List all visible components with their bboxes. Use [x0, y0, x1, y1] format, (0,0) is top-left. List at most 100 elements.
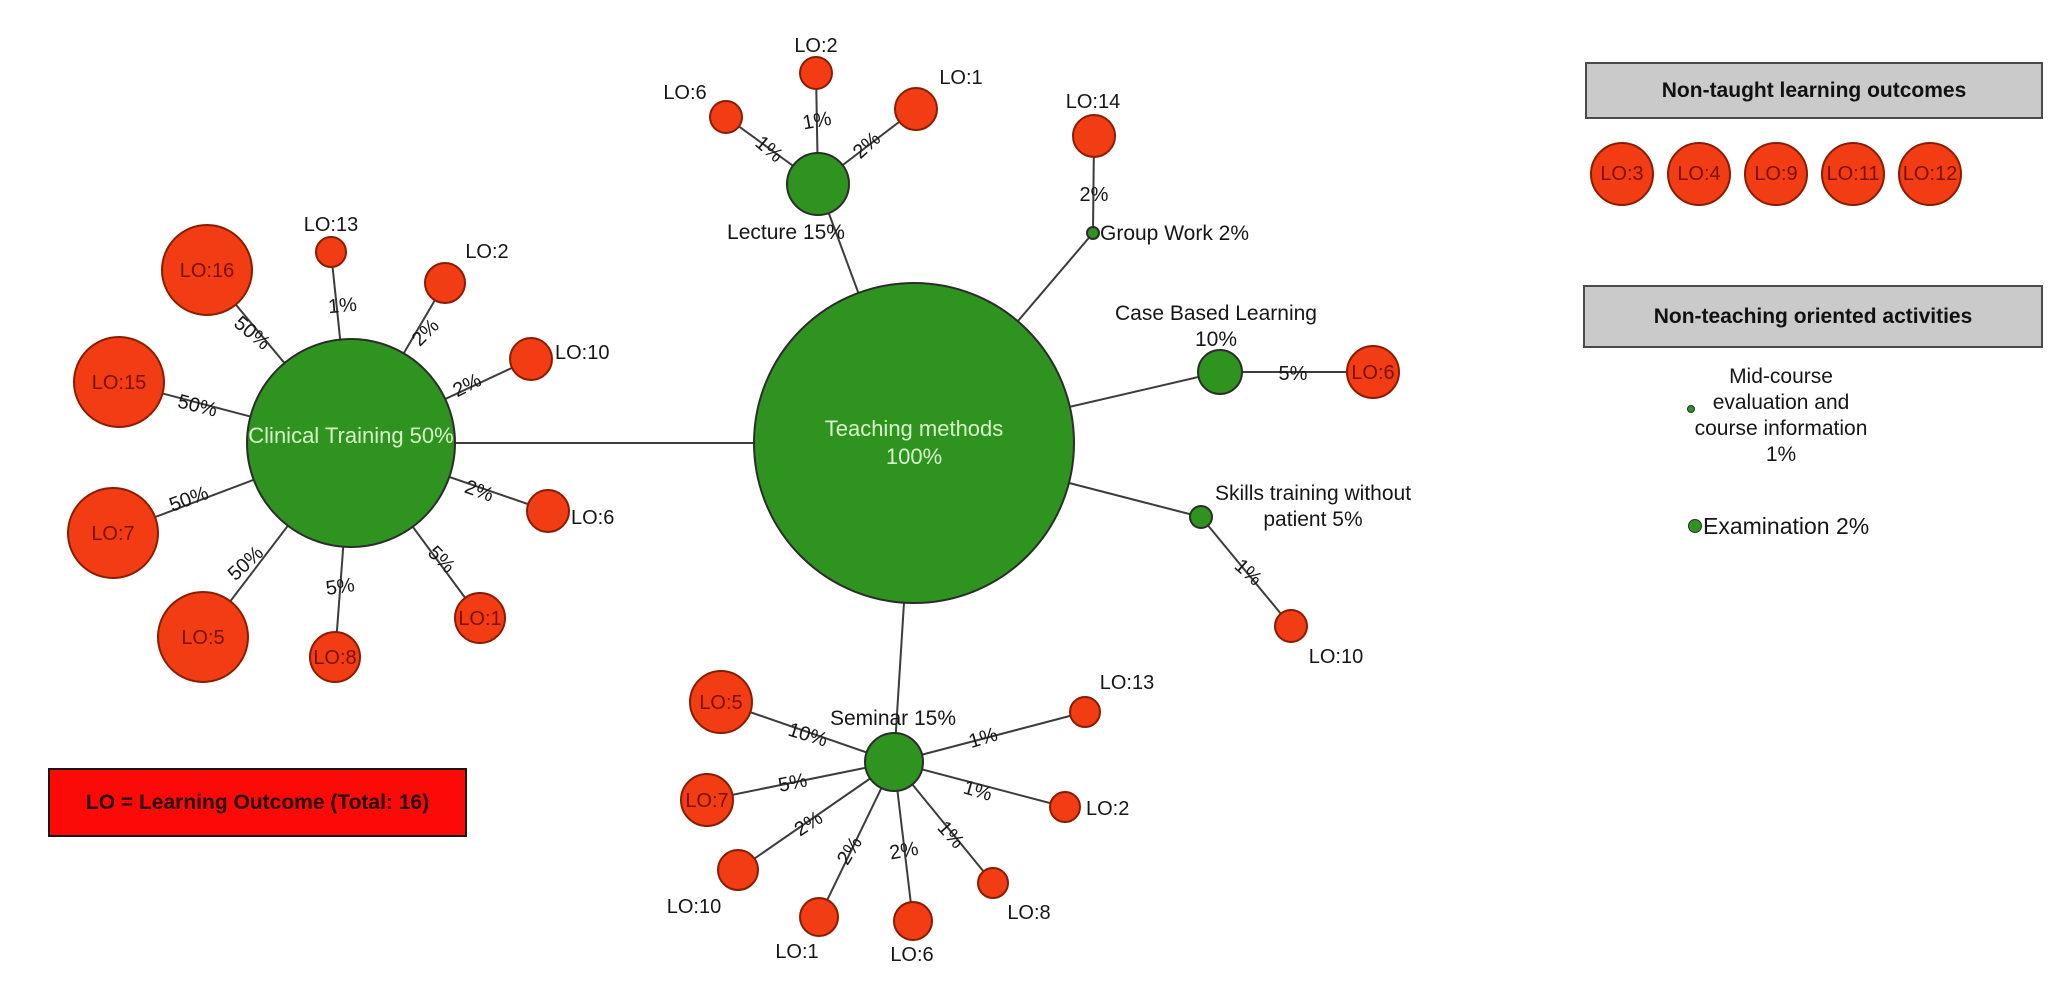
edge-label-clinical-lo8C: 5% [324, 574, 356, 600]
node-groupwork [1086, 226, 1100, 240]
node-lo7C [67, 487, 159, 579]
label-skills: patient 5% [1263, 508, 1362, 531]
edge-label-seminar-lo2S: 1% [961, 777, 995, 806]
legend-outcome-lo-3: LO:3 [1590, 142, 1654, 206]
node-lo15 [73, 336, 165, 428]
node-seminar [864, 732, 924, 792]
label-casebased: 10% [1195, 328, 1237, 351]
label-lo13S: LO:13 [1100, 672, 1154, 694]
legend-outcome-lo-9: LO:9 [1744, 142, 1808, 206]
edge-label-seminar-lo7S: 5% [776, 769, 809, 797]
midcourse-label-line: course information [1694, 417, 1868, 440]
label-lo2L: LO:2 [794, 35, 837, 57]
edge-label-clinical-lo2C: 2% [408, 315, 444, 351]
label-seminar: Seminar 15% [830, 707, 956, 730]
edge-label-lecture-lo1L: 2% [849, 128, 885, 164]
node-lo14 [1072, 114, 1116, 158]
legend-outcome-lo-4: LO:4 [1667, 142, 1731, 206]
node-lecture [786, 152, 850, 216]
midcourse-dot [1687, 405, 1695, 413]
examination-label: Examination 2% [1703, 513, 1870, 539]
label-lo6L: LO:6 [663, 82, 706, 104]
node-casebased [1197, 349, 1243, 395]
label-lo5C: LO:5 [181, 627, 224, 649]
label-lo13C: LO:13 [304, 214, 358, 236]
label-lo2S: LO:2 [1086, 798, 1129, 820]
label-lo14: LO:14 [1066, 91, 1120, 113]
label-lo1C: LO:1 [458, 608, 501, 630]
edge-label-lecture-lo2L: 1% [801, 108, 834, 135]
label-lo10Se: LO:10 [667, 896, 721, 918]
node-teaching [753, 282, 1075, 604]
label-lo7S: LO:7 [685, 790, 728, 812]
midcourse-label-line: Mid-course [1729, 365, 1833, 388]
node-clinical [246, 338, 456, 548]
label-lo15: LO:15 [92, 372, 146, 394]
label-lo1L: LO:1 [939, 67, 982, 89]
examination-dot [1688, 519, 1702, 533]
node-lo10S [1274, 609, 1308, 643]
node-lo8C [309, 631, 361, 683]
node-skills [1189, 505, 1213, 529]
edge-seminar-lo10Se [737, 761, 895, 871]
node-lo5S [689, 670, 753, 734]
midcourse-label-line: 1% [1765, 443, 1797, 466]
label-teaching: 100% [886, 444, 942, 469]
label-lo5S: LO:5 [699, 692, 742, 714]
edge-label-lecture-lo6L: 1% [751, 132, 787, 168]
label-lo10C: LO:10 [555, 342, 609, 364]
node-lo16 [161, 224, 253, 316]
node-lo10C [509, 337, 553, 381]
label-lo2C: LO:2 [465, 241, 508, 263]
legend-non-teaching-box: Non-teaching oriented activities [1583, 285, 2043, 348]
lo-note: LO = Learning Outcome (Total: 16) [48, 768, 467, 837]
edge-seminar-lo7S [706, 761, 895, 801]
edge-label-casebased-lo6C: 5% [1279, 363, 1308, 385]
legend-non-taught-title: Non-taught learning outcomes [1661, 79, 1967, 102]
edge-label-clinical-lo7C: 50% [166, 482, 211, 516]
legend-outcome-lo-11: LO:11 [1821, 142, 1885, 206]
label-lo1S: LO:1 [775, 941, 818, 963]
node-lo13C [315, 236, 347, 268]
node-lo1S [799, 897, 839, 937]
node-lo1C [454, 592, 506, 644]
node-lo13S [1069, 696, 1101, 728]
legend-non-teaching-title: Non-teaching oriented activities [1653, 305, 1973, 328]
edge-label-clinical-lo13C: 1% [327, 294, 358, 318]
label-groupwork: Group Work 2% [1100, 222, 1249, 245]
midcourse-label: Mid-course evaluation and course informati… [1631, 364, 1931, 468]
non-taught-outcome-list: LO:3 LO:4 LO:9 LO:11 LO:12 [1590, 142, 2010, 208]
edge-label-groupwork-lo14: 2% [1080, 184, 1109, 206]
node-lo5C [157, 591, 249, 683]
edge-label-seminar-lo5S: 10% [785, 719, 830, 752]
edge-label-clinical-lo6Cr: 2% [462, 476, 497, 507]
edge-label-clinical-lo5C: 50% [224, 542, 268, 586]
node-lo8S [977, 867, 1009, 899]
node-lo2C [424, 262, 466, 304]
label-lo10S: LO:10 [1309, 646, 1363, 668]
node-lo2S [1049, 791, 1081, 823]
label-lo6Cr: LO:6 [571, 507, 614, 529]
label-lecture: Lecture 15% [727, 221, 845, 244]
edge-label-clinical-lo10C: 2% [449, 369, 485, 402]
node-lo6Cr [526, 489, 570, 533]
node-lo2L [799, 56, 833, 90]
node-lo6C [1346, 345, 1400, 399]
edge-label-seminar-lo1S: 2% [833, 833, 867, 869]
label-teaching: Teaching methods [825, 416, 1004, 441]
label-lo7C: LO:7 [91, 523, 134, 545]
node-lo1L [894, 87, 938, 131]
label-clinical: Clinical Training 50% [248, 423, 453, 448]
edge-label-seminar-lo13S: 1% [966, 723, 1000, 753]
label-casebased: Case Based Learning [1115, 302, 1317, 325]
edge-seminar-lo13S [893, 711, 1086, 763]
node-lo10Se [717, 849, 759, 891]
edge-label-clinical-lo16: 50% [229, 312, 274, 355]
label-lo8S: LO:8 [1007, 902, 1050, 924]
label-skills: Skills training without [1215, 482, 1411, 505]
legend-non-taught-box: Non-taught learning outcomes [1585, 62, 2043, 119]
node-lo7S [680, 773, 734, 827]
edge-skills-lo10S [1200, 516, 1292, 627]
